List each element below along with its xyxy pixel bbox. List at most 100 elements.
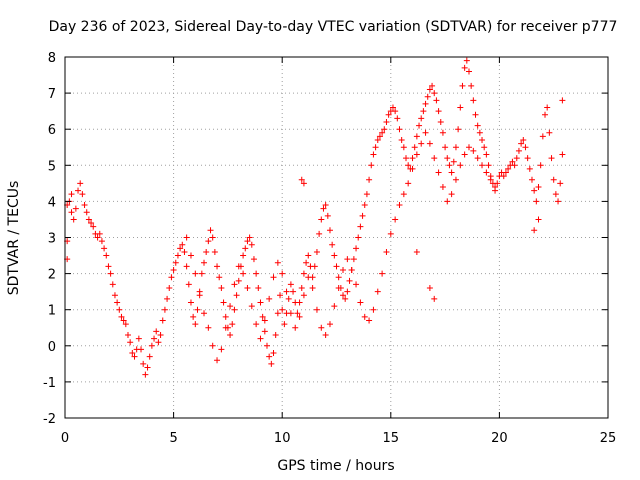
data-point — [505, 165, 512, 172]
data-point — [90, 223, 97, 230]
data-point — [266, 295, 273, 302]
data-point — [396, 202, 403, 209]
data-point — [255, 285, 262, 292]
data-point — [277, 292, 284, 299]
data-point — [263, 342, 270, 349]
data-point — [244, 285, 251, 292]
data-point — [392, 216, 399, 223]
data-points — [64, 57, 566, 378]
data-point — [524, 155, 531, 162]
data-point — [172, 259, 179, 266]
data-point — [374, 137, 381, 144]
data-point — [118, 313, 125, 320]
data-point — [346, 277, 353, 284]
data-point — [183, 263, 190, 270]
data-point — [159, 317, 166, 324]
data-point — [283, 288, 290, 295]
data-point — [170, 266, 177, 273]
data-point — [457, 162, 464, 169]
data-point — [342, 295, 349, 302]
data-point — [444, 155, 451, 162]
data-point — [292, 324, 299, 331]
data-point — [359, 212, 366, 219]
data-point — [361, 202, 368, 209]
data-point — [418, 140, 425, 147]
data-point — [353, 245, 360, 252]
data-point — [68, 209, 75, 216]
data-point — [324, 212, 331, 219]
data-point — [470, 97, 477, 104]
data-point — [300, 292, 307, 299]
data-point — [409, 165, 416, 172]
data-point — [253, 321, 260, 328]
series-1 — [183, 129, 499, 364]
data-point — [355, 234, 362, 241]
data-point — [305, 252, 312, 259]
y-tick-label: 1 — [48, 304, 56, 319]
data-point — [426, 140, 433, 147]
data-point — [198, 270, 205, 277]
data-point — [220, 299, 227, 306]
data-point — [326, 227, 333, 234]
data-point — [429, 82, 436, 89]
data-point — [468, 82, 475, 89]
data-point — [413, 133, 420, 140]
data-point — [181, 248, 188, 255]
data-point — [465, 68, 472, 75]
data-point — [151, 335, 158, 342]
data-point — [120, 317, 127, 324]
data-point — [400, 191, 407, 198]
data-point — [335, 274, 342, 281]
data-point — [389, 104, 396, 111]
data-point — [227, 303, 234, 310]
data-point — [348, 266, 355, 273]
data-point — [157, 331, 164, 338]
data-point — [77, 180, 84, 187]
data-point — [187, 252, 194, 259]
data-point — [366, 176, 373, 183]
series-0 — [64, 57, 564, 378]
data-point — [296, 299, 303, 306]
data-point — [500, 173, 507, 180]
data-point — [398, 137, 405, 144]
x-axis-label: GPS time / hours — [277, 458, 394, 474]
data-point — [329, 241, 336, 248]
data-point — [357, 223, 364, 230]
data-point — [142, 371, 149, 378]
data-point — [311, 263, 318, 270]
data-point — [474, 155, 481, 162]
data-point — [531, 187, 538, 194]
data-point — [381, 126, 388, 133]
data-point — [235, 263, 242, 270]
y-tick-label: 0 — [48, 340, 56, 355]
data-point — [201, 259, 208, 266]
data-point — [242, 245, 249, 252]
data-point — [161, 306, 168, 313]
data-point — [214, 357, 221, 364]
data-point — [148, 342, 155, 349]
data-point — [511, 162, 518, 169]
data-point — [146, 353, 153, 360]
data-point — [122, 321, 129, 328]
data-point — [140, 360, 147, 367]
data-point — [528, 176, 535, 183]
y-tick-label: 8 — [48, 51, 56, 66]
y-tick-label: 3 — [48, 232, 56, 247]
x-tick-label: 5 — [169, 431, 177, 446]
data-point — [177, 245, 184, 252]
data-point — [494, 180, 501, 187]
data-point — [366, 317, 373, 324]
x-tick-label: 10 — [274, 431, 291, 446]
data-point — [422, 129, 429, 136]
data-point — [127, 339, 134, 346]
data-point — [520, 137, 527, 144]
data-point — [194, 306, 201, 313]
data-point — [303, 259, 310, 266]
x-tick-label: 0 — [61, 431, 69, 446]
data-point — [94, 234, 101, 241]
data-point — [353, 281, 360, 288]
data-point — [285, 295, 292, 302]
chart-title: Day 236 of 2023, Sidereal Day-to-day VTE… — [49, 19, 618, 35]
data-point — [492, 183, 499, 190]
data-point — [476, 129, 483, 136]
